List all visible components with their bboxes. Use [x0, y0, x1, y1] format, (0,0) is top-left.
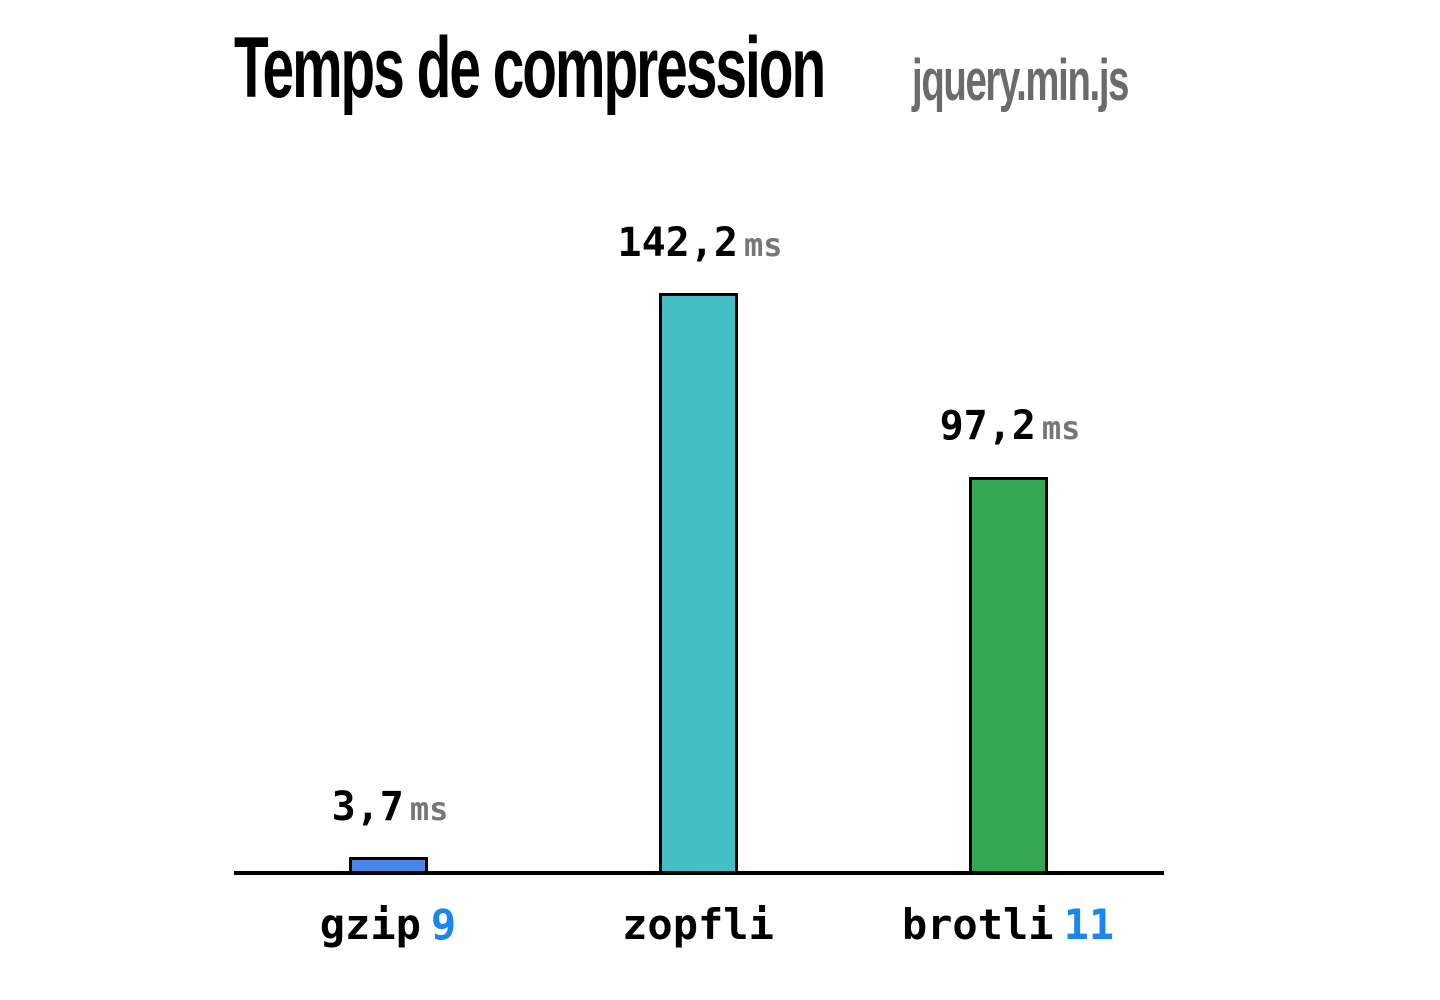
- chart-title: Temps de compression: [234, 20, 826, 116]
- bar-zopfli: [659, 293, 738, 872]
- category-name: zopfli: [622, 900, 774, 949]
- value-label-gzip: 3,7 ms: [240, 784, 540, 830]
- bar-gzip: [349, 857, 428, 872]
- value-label-brotli: 97,2 ms: [860, 403, 1160, 449]
- category-label-zopfli: zopfli: [548, 900, 848, 949]
- x-axis-line: [234, 871, 1164, 875]
- category-name: brotli: [901, 900, 1054, 949]
- bar-brotli: [969, 477, 1048, 872]
- value-unit: ms: [743, 226, 783, 264]
- value-unit: ms: [409, 790, 449, 828]
- value-number: 97,2: [939, 403, 1036, 449]
- value-unit: ms: [1041, 409, 1081, 447]
- category-label-brotli: brotli 11: [858, 900, 1158, 949]
- value-number: 142,2: [617, 220, 738, 266]
- category-name: gzip: [319, 900, 421, 949]
- value-label-zopfli: 142,2 ms: [550, 220, 850, 266]
- category-level: 11: [1063, 900, 1115, 949]
- value-number: 3,7: [331, 784, 404, 830]
- category-level: 9: [430, 900, 457, 949]
- category-label-gzip: gzip 9: [238, 900, 538, 949]
- chart-subtitle: jquery.min.js: [912, 48, 1129, 113]
